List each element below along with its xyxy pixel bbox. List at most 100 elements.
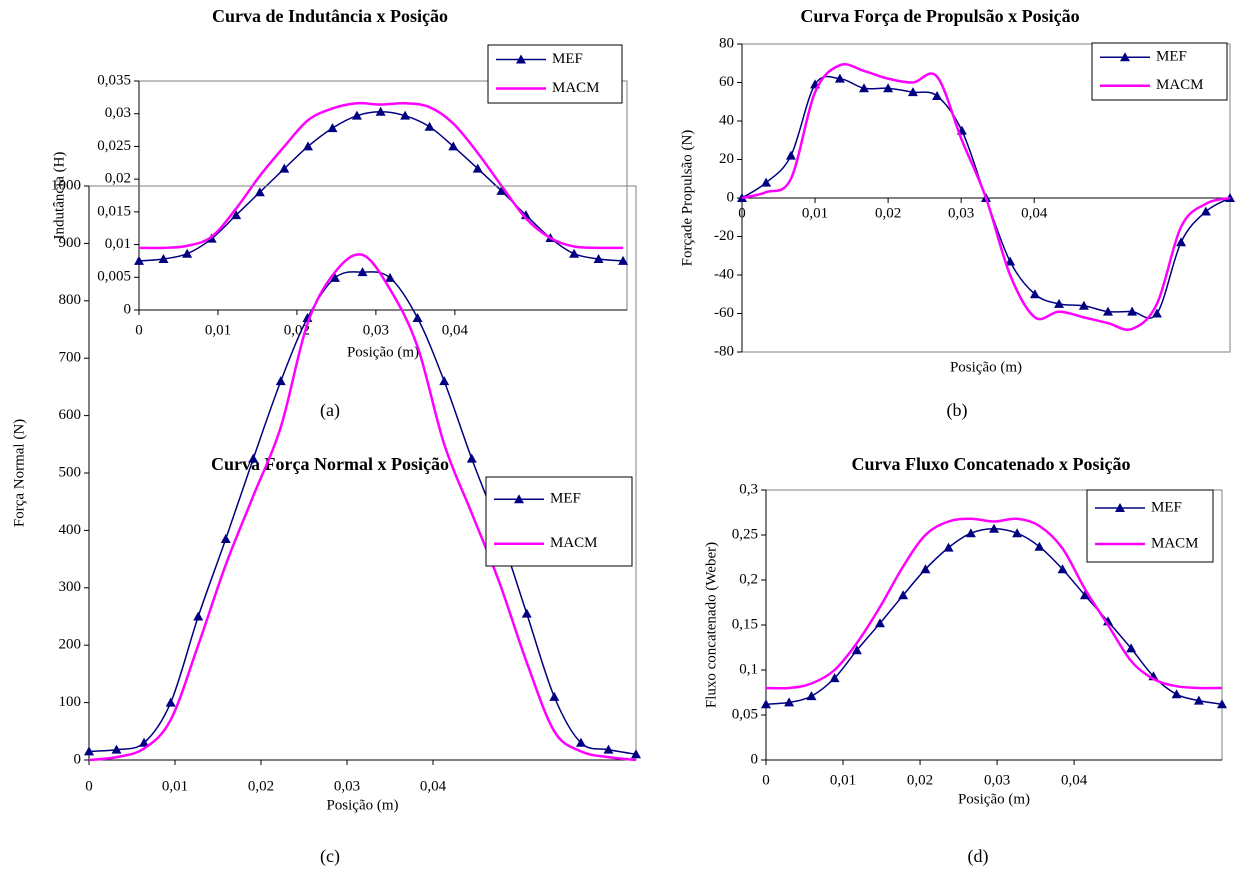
legend-box: [487, 44, 623, 104]
y-tick-label: 0: [727, 189, 735, 205]
legend-box: [1091, 42, 1228, 101]
data-point: [1193, 695, 1204, 705]
series-line: [138, 101, 624, 250]
data-point: [883, 83, 894, 93]
data-point: [1151, 308, 1162, 318]
data-point: [569, 248, 580, 258]
y-tick-label: 0,03: [105, 105, 131, 121]
x-tick-label: 0,02: [248, 778, 274, 794]
data-point: [424, 121, 435, 131]
data-point: [1176, 237, 1187, 247]
caption: (a): [320, 400, 340, 421]
x-tick-label: 0,01: [830, 772, 856, 788]
x-tick-label: 0,03: [984, 772, 1010, 788]
caption: (b): [947, 400, 968, 421]
x-tick-label: 0,03: [363, 322, 389, 338]
legend-marker: [516, 54, 526, 64]
data-point: [1005, 256, 1016, 266]
x-tick-label: 0,03: [334, 778, 360, 794]
data-point: [84, 746, 94, 756]
x-tick-label: 0,04: [1021, 205, 1048, 221]
x-tick-label: 0: [85, 778, 93, 794]
y-tick-label: 800: [59, 292, 82, 308]
y-tick-label: 0,2: [739, 571, 758, 587]
data-point: [111, 744, 122, 754]
x-tick-label: 0,04: [442, 322, 469, 338]
data-point: [302, 141, 313, 151]
x-tick-label: 0,01: [162, 778, 188, 794]
data-point: [829, 673, 840, 683]
data-point: [1217, 699, 1227, 709]
x-tick-label: 0,02: [875, 205, 901, 221]
data-point: [593, 253, 604, 263]
data-point: [158, 253, 169, 263]
data-point: [275, 376, 286, 386]
data-point: [761, 699, 771, 709]
legend-box: [485, 476, 633, 567]
data-point: [784, 697, 795, 707]
x-tick-label: 0: [135, 322, 143, 338]
data-point: [761, 177, 772, 187]
data-point: [496, 185, 507, 195]
legend-marker: [1115, 503, 1125, 512]
y-tick-label: 0,015: [97, 203, 131, 219]
data-point: [1057, 564, 1068, 574]
y-tick-label: 0,3: [739, 481, 758, 497]
data-point: [1079, 590, 1090, 600]
data-point: [400, 110, 411, 120]
y-tick-label: 80: [719, 35, 734, 51]
data-point: [1034, 541, 1045, 551]
y-axis-label: Forçade Propulsão (N): [679, 130, 695, 267]
data-point: [327, 123, 338, 133]
data-point: [859, 83, 869, 93]
legend-label: MACM: [1156, 77, 1204, 93]
data-point: [1078, 300, 1089, 310]
y-tick-label: -80: [714, 343, 734, 359]
data-point: [618, 255, 629, 265]
data-point: [357, 267, 368, 277]
data-point: [989, 523, 999, 533]
data-point: [521, 608, 532, 618]
y-tick-label: -20: [714, 228, 734, 244]
x-tick-label: 0,02: [907, 772, 933, 788]
y-tick-label: 0,035: [97, 72, 131, 88]
y-tick-label: 0,005: [97, 269, 131, 285]
data-point: [575, 737, 586, 747]
x-axis-label: Posição (m): [950, 359, 1022, 375]
legend-label: MACM: [550, 535, 598, 551]
y-tick-label: 1000: [51, 177, 81, 193]
y-axis-label: Fluxo concatenado (Weber): [703, 542, 719, 708]
y-tick-label: 900: [59, 235, 82, 251]
data-point: [920, 564, 931, 574]
data-point: [785, 150, 796, 160]
y-axis-label: Força Normal (N): [11, 419, 27, 527]
data-point: [1200, 206, 1211, 216]
data-point: [412, 313, 423, 323]
data-point: [965, 528, 976, 538]
y-tick-label: 0: [751, 751, 759, 767]
data-point: [1225, 193, 1235, 202]
data-point: [220, 534, 231, 544]
data-point: [943, 542, 954, 552]
data-point: [1054, 298, 1065, 308]
y-tick-label: 0,01: [105, 236, 131, 252]
x-axis-label: Posição (m): [958, 791, 1030, 807]
data-point: [134, 255, 144, 265]
data-point: [254, 187, 265, 197]
y-tick-label: 0,025: [97, 138, 131, 154]
y-tick-label: 700: [59, 350, 82, 366]
x-axis-label: Posição (m): [347, 344, 419, 360]
y-tick-label: 0: [124, 301, 132, 317]
data-point: [351, 110, 362, 120]
y-tick-label: -40: [714, 266, 734, 282]
data-point: [1103, 306, 1113, 316]
y-tick-label: 20: [719, 151, 734, 167]
data-point: [385, 272, 396, 282]
y-tick-label: 300: [59, 579, 82, 595]
data-point: [932, 90, 943, 100]
data-point: [549, 691, 560, 701]
data-point: [806, 691, 817, 701]
chart-title: Curva de Indutância x Posição: [212, 6, 448, 26]
y-tick-label: 0,02: [105, 171, 131, 187]
x-tick-label: 0,03: [948, 205, 974, 221]
